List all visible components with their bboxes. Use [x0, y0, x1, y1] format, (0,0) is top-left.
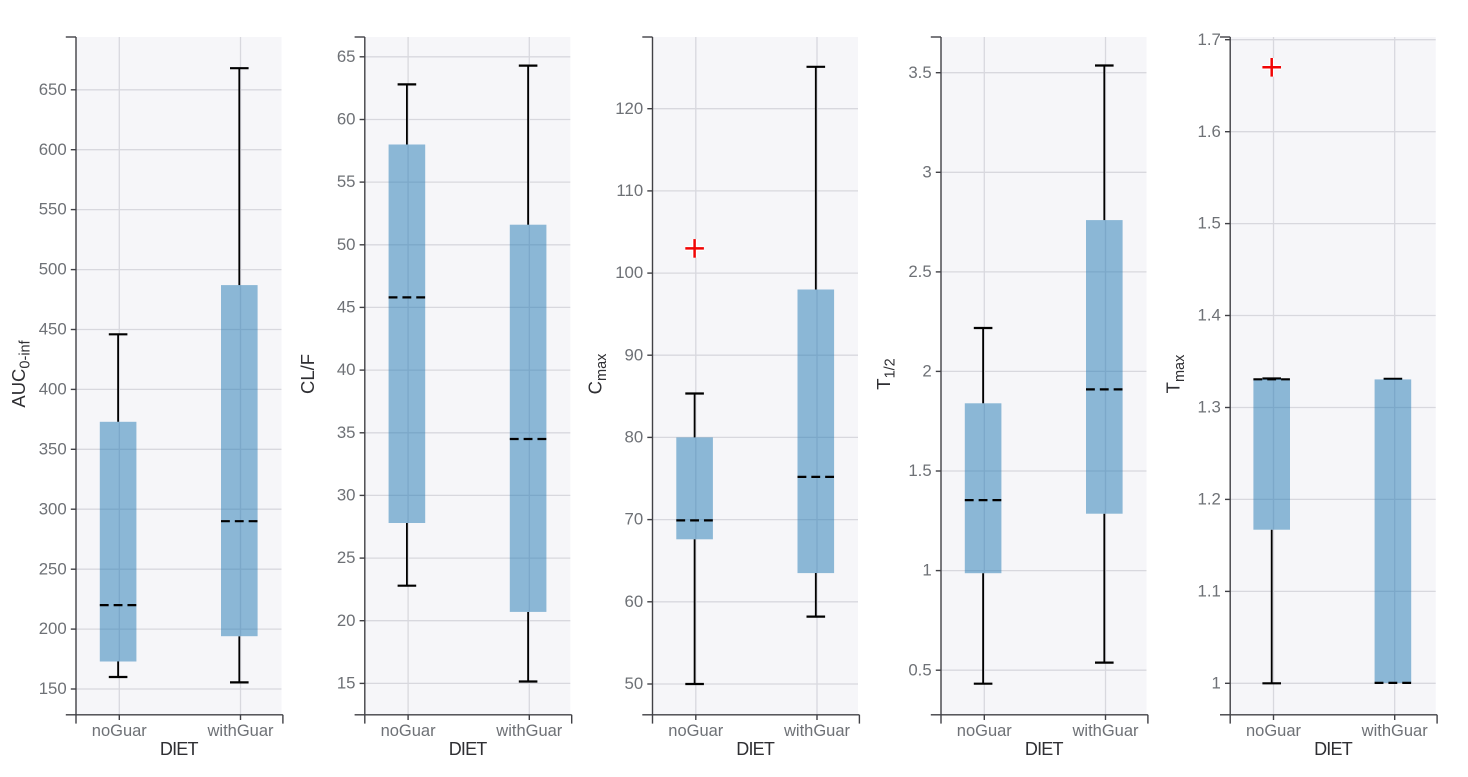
svg-text:600: 600 [39, 140, 67, 159]
svg-text:15: 15 [337, 674, 356, 693]
svg-text:45: 45 [337, 298, 356, 317]
svg-text:450: 450 [39, 320, 67, 339]
svg-text:110: 110 [616, 181, 643, 200]
svg-text:150: 150 [39, 679, 67, 698]
svg-text:65: 65 [337, 47, 356, 66]
svg-text:noGuar: noGuar [1246, 722, 1302, 740]
svg-text:2: 2 [922, 362, 931, 381]
svg-text:1.4: 1.4 [1198, 306, 1221, 325]
svg-text:withGuar: withGuar [206, 722, 274, 740]
svg-text:withGuar: withGuar [1361, 722, 1429, 740]
svg-text:T1/2: T1/2 [873, 358, 899, 389]
svg-text:DIET: DIET [736, 739, 775, 759]
svg-text:1.3: 1.3 [1198, 398, 1221, 417]
svg-text:70: 70 [625, 510, 644, 529]
svg-text:withGuar: withGuar [1071, 722, 1139, 740]
svg-text:1.5: 1.5 [908, 461, 931, 480]
svg-text:1: 1 [922, 561, 931, 580]
svg-text:3: 3 [922, 162, 931, 181]
svg-text:noGuar: noGuar [668, 722, 724, 740]
svg-text:1.7: 1.7 [1198, 30, 1221, 49]
svg-text:55: 55 [337, 172, 356, 191]
svg-text:DIET: DIET [160, 739, 199, 759]
svg-text:noGuar: noGuar [957, 722, 1013, 740]
svg-text:50: 50 [625, 674, 644, 693]
svg-text:25: 25 [337, 548, 356, 567]
svg-text:1.2: 1.2 [1198, 490, 1221, 509]
svg-text:CL/F: CL/F [297, 354, 318, 394]
svg-text:80: 80 [625, 428, 644, 447]
svg-text:noGuar: noGuar [381, 722, 437, 740]
svg-text:noGuar: noGuar [92, 722, 148, 740]
svg-text:60: 60 [337, 110, 356, 129]
svg-text:1: 1 [1212, 673, 1221, 692]
svg-text:50: 50 [337, 235, 356, 254]
svg-text:250: 250 [39, 559, 67, 578]
svg-text:DIET: DIET [449, 739, 488, 759]
svg-text:100: 100 [615, 263, 643, 282]
svg-text:650: 650 [39, 80, 67, 99]
svg-text:DIET: DIET [1314, 739, 1353, 759]
svg-text:60: 60 [625, 592, 644, 611]
svg-text:1.5: 1.5 [1198, 214, 1221, 233]
svg-text:120: 120 [615, 99, 643, 118]
svg-text:DIET: DIET [1025, 739, 1064, 759]
svg-text:3.5: 3.5 [908, 63, 931, 82]
svg-text:550: 550 [39, 200, 67, 219]
svg-text:90: 90 [625, 345, 644, 364]
svg-text:withGuar: withGuar [495, 722, 563, 740]
svg-text:0.5: 0.5 [908, 660, 931, 679]
svg-text:20: 20 [337, 611, 356, 630]
svg-text:500: 500 [39, 260, 67, 279]
svg-text:withGuar: withGuar [783, 722, 851, 740]
svg-text:1.1: 1.1 [1198, 582, 1221, 601]
svg-text:300: 300 [39, 499, 67, 518]
svg-text:35: 35 [337, 423, 356, 442]
svg-text:40: 40 [337, 360, 356, 379]
svg-text:1.6: 1.6 [1198, 122, 1221, 141]
svg-text:200: 200 [39, 619, 67, 638]
svg-text:350: 350 [39, 439, 67, 458]
svg-text:400: 400 [39, 380, 67, 399]
svg-text:30: 30 [337, 486, 356, 505]
svg-text:2.5: 2.5 [908, 262, 931, 281]
